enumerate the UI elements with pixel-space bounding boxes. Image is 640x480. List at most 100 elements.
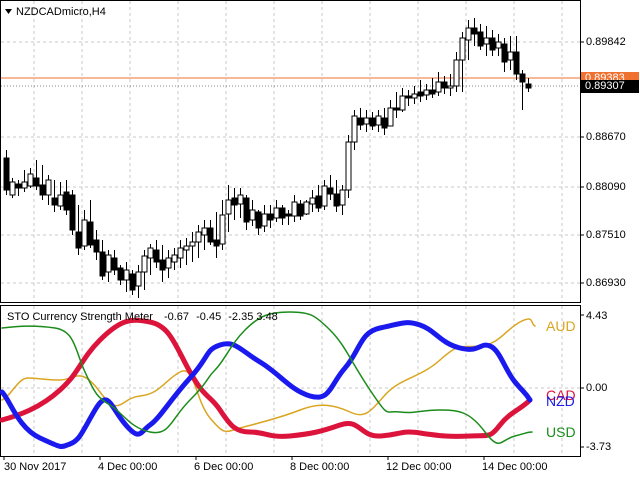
strength-curves: [0, 311, 536, 449]
candle-body: [117, 267, 124, 281]
time-axis-label: 4 Dec 00:00: [98, 461, 158, 473]
symbol-label: NZDCADmicro,H4: [16, 6, 106, 18]
candle-body: [435, 81, 442, 93]
indicator-scale-label: 0.00: [586, 382, 608, 394]
candle-body: [291, 201, 298, 217]
candle-body: [75, 231, 82, 249]
candle-body: [381, 117, 388, 129]
candle-body: [333, 193, 340, 207]
candle-body: [369, 117, 376, 127]
price-tick-label: 0.88670: [586, 131, 626, 143]
candle-body: [9, 181, 16, 196]
candle-body: [51, 197, 58, 206]
candle-body: [423, 89, 430, 96]
candle-body: [135, 271, 142, 287]
candle-body: [207, 227, 214, 243]
indicator-value: 3.48: [256, 311, 278, 323]
candle-body: [213, 239, 220, 247]
candle-body: [297, 203, 304, 217]
usd-strength-curve: [1, 311, 533, 444]
candle-body: [81, 219, 88, 247]
candle-body: [99, 251, 106, 277]
candle-body: [489, 37, 496, 51]
candle-body: [33, 177, 40, 187]
candle-body: [249, 209, 256, 221]
candle-body: [171, 254, 178, 263]
indicator-scale-label: 4.43: [586, 310, 608, 322]
candle-body: [195, 231, 202, 243]
price-tick-label: 0.88090: [586, 181, 626, 193]
candle-body: [417, 91, 424, 97]
candle-body: [345, 141, 352, 191]
candle-body: [159, 259, 166, 271]
candle-body: [453, 59, 460, 87]
candle-body: [39, 184, 46, 196]
candle-body: [189, 241, 196, 247]
candle-body: [237, 194, 244, 205]
candle-body: [303, 201, 310, 215]
candle-body: [231, 197, 238, 206]
candle-body: [87, 221, 94, 246]
candle-body: [27, 173, 34, 187]
candle-body: [105, 254, 112, 273]
candle-body: [255, 211, 262, 229]
indicator-title-text: STO Currency Strength Meter: [7, 311, 153, 323]
candle-body: [15, 183, 22, 189]
time-axis-label: 30 Nov 2017: [4, 461, 67, 473]
candle-body: [93, 239, 100, 253]
candle-body: [183, 245, 190, 251]
candle-body: [519, 73, 526, 83]
candle-body: [201, 227, 208, 236]
legend-aud: AUD: [546, 318, 576, 334]
candle-body: [351, 115, 358, 143]
candle-body: [267, 213, 274, 221]
candle-body: [177, 247, 184, 259]
candle-body: [225, 199, 232, 215]
bid-price-tag: 0.89307: [581, 80, 639, 93]
indicator-scale-label: -3.73: [586, 441, 612, 453]
candle-body: [447, 85, 454, 89]
legend-nzd: NZD: [546, 393, 575, 409]
candle-body: [219, 214, 226, 245]
candle-body: [261, 213, 268, 227]
candle-body: [507, 51, 514, 61]
candle-body: [327, 187, 334, 195]
candle-body: [153, 249, 160, 263]
candlestick-series: [3, 18, 532, 298]
candle-body: [63, 191, 70, 211]
candle-body: [147, 247, 154, 259]
candle-body: [525, 83, 532, 89]
time-axis-label: 6 Dec 00:00: [194, 461, 254, 473]
candle-body: [465, 27, 472, 41]
candle-body: [111, 257, 118, 271]
legend-cad: CAD: [546, 387, 576, 403]
indicator-value: -2.35: [228, 311, 254, 323]
candle-body: [459, 37, 466, 61]
chart-menu-triangle-icon[interactable]: [5, 9, 12, 14]
candle-body: [3, 157, 10, 191]
candle-body: [285, 213, 292, 217]
indicator-title: STO Currency Strength Meter -0.67 -0.45 …: [7, 311, 278, 323]
candle-body: [321, 185, 328, 207]
candle-body: [387, 107, 394, 127]
candle-body: [45, 179, 52, 196]
candle-body: [273, 207, 280, 219]
candle-body: [399, 95, 406, 111]
candle-body: [405, 95, 412, 99]
candle-body: [279, 207, 286, 219]
candle-body: [429, 89, 436, 95]
candle-body: [339, 189, 346, 206]
candle-body: [471, 27, 478, 35]
candle-body: [501, 43, 508, 63]
candle-body: [513, 51, 520, 75]
nzd-strength-curve: [0, 320, 533, 449]
candle-body: [243, 197, 250, 223]
cad-strength-curve: [0, 317, 533, 439]
candle-body: [483, 37, 490, 45]
candle-body: [69, 194, 76, 231]
candle-body: [411, 93, 418, 99]
candle-body: [57, 194, 64, 207]
candle-body: [309, 197, 316, 205]
candle-body: [315, 195, 322, 209]
